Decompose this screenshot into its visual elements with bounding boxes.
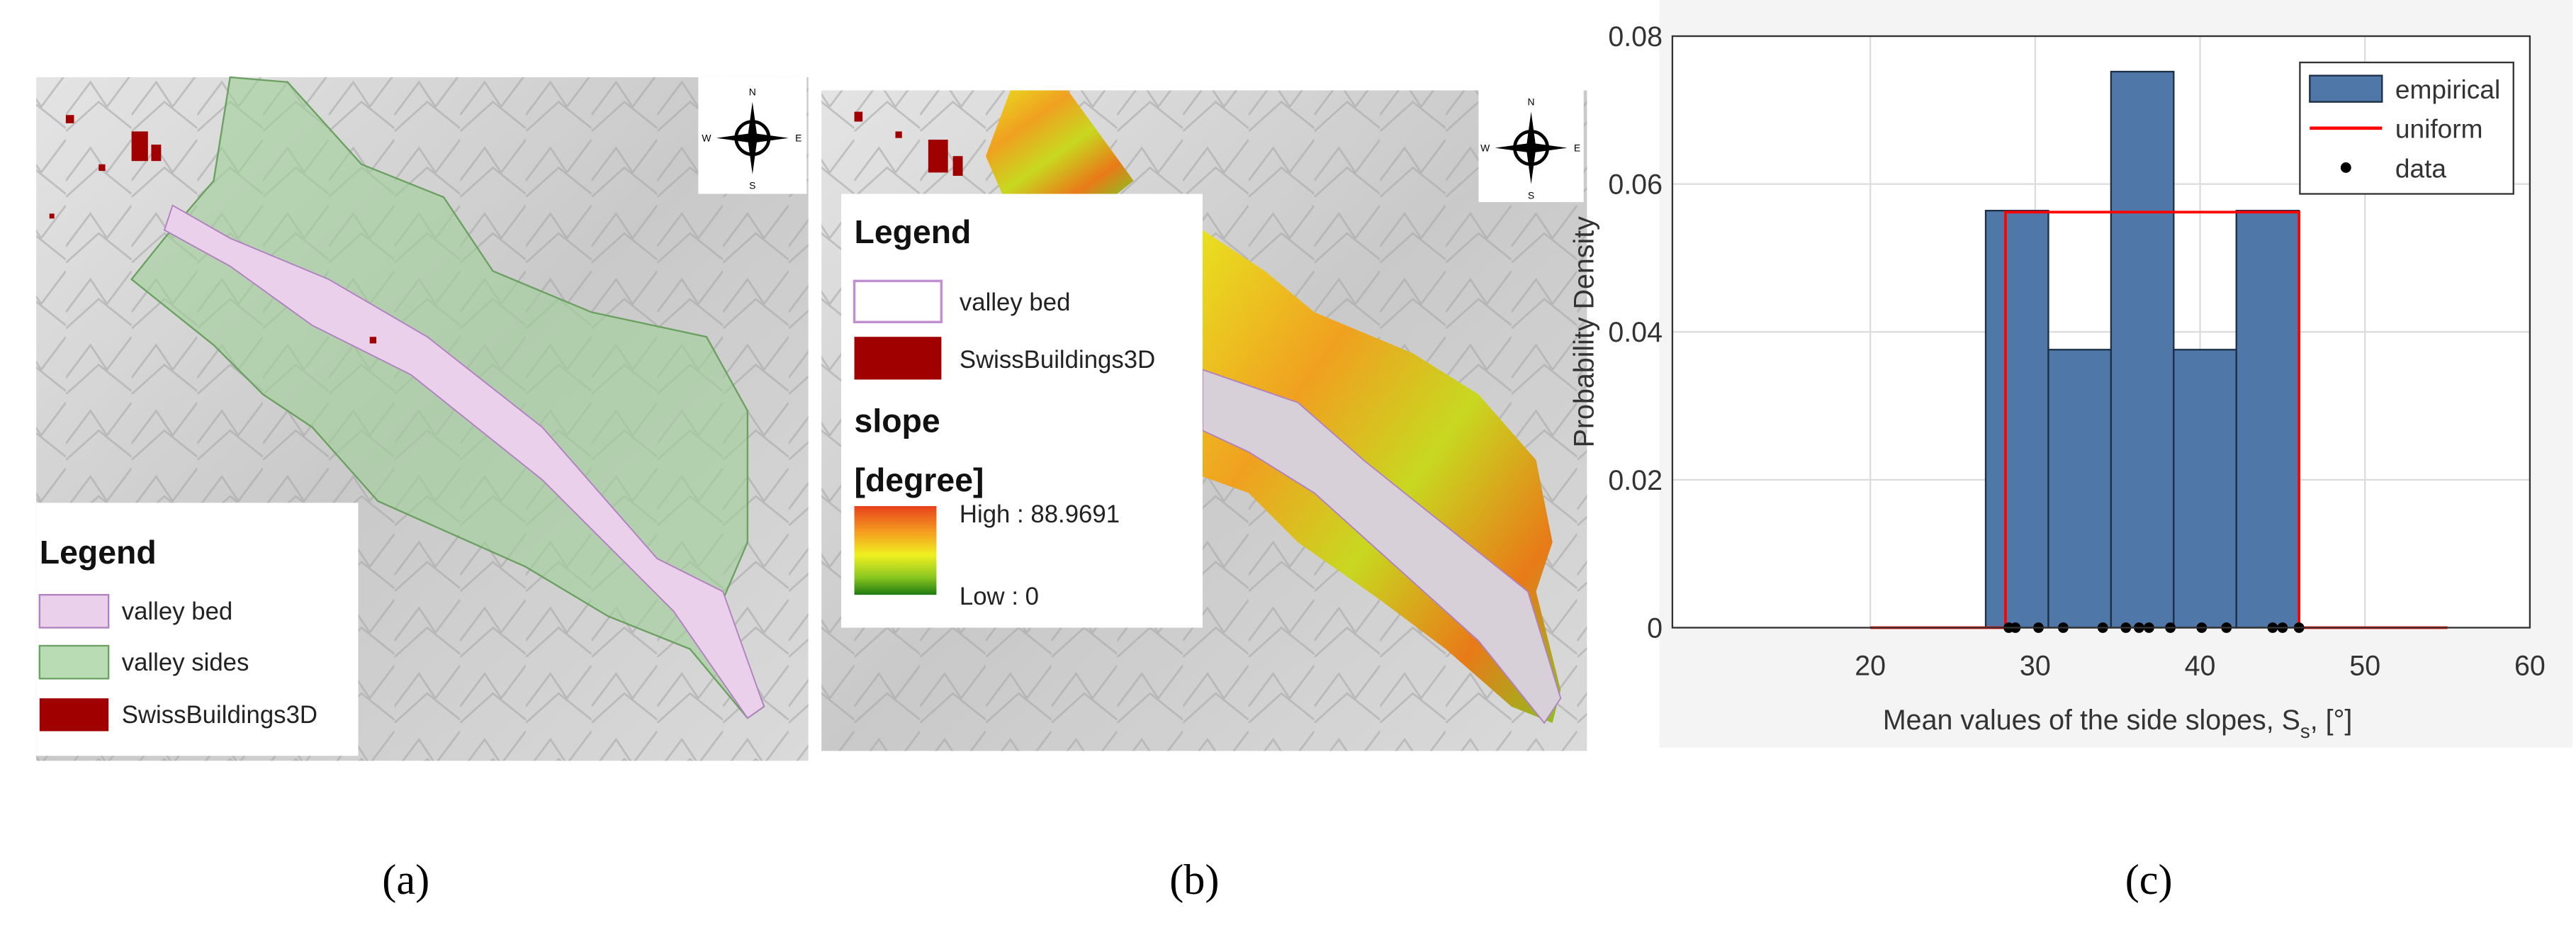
map-b: N S E W Legend valley bed SwissBuildings… (821, 90, 1587, 751)
x-tick-label: 40 (2185, 651, 2216, 682)
legend-swatch (38, 593, 110, 629)
compass-s: S (1528, 189, 1534, 201)
axes-frame (1671, 35, 2531, 629)
legend-label: uniform (2395, 114, 2483, 144)
legend-swatch (854, 337, 942, 380)
legend-swatch (853, 279, 943, 324)
bar (2110, 70, 2175, 629)
legend-label: SwissBuildings3D (960, 347, 1155, 374)
caption: (c) (2125, 856, 2173, 904)
valley-bed (1202, 369, 1562, 724)
y-tick-label: 0.02 (1608, 465, 1663, 496)
x-tick-label: 60 (2514, 651, 2546, 682)
compass-needle (716, 101, 789, 174)
ramp-high: High : 88.9691 (960, 501, 1120, 528)
legend-label: valley bed (960, 289, 1071, 316)
buildings (854, 111, 963, 177)
valley-bed (163, 204, 765, 719)
compass-e: E (1574, 142, 1580, 153)
y-tick-label: 0.06 (1608, 169, 1663, 201)
ramp-low: Low : 0 (960, 583, 1039, 610)
legend-label: valley sides (122, 649, 249, 676)
legend-title: Legend (40, 534, 157, 571)
chart: 0 0.02 0.04 0.06 0.08 20 30 40 50 60 Probability D… (1569, 21, 2546, 742)
x-tick-label: 30 (2020, 651, 2051, 682)
bar (2173, 349, 2237, 629)
slope-unit: [degree] (855, 461, 984, 498)
x-tick-label: 20 (1855, 651, 1886, 682)
legend-label: valley bed (122, 598, 233, 625)
y-axis-label: Probability Density (1569, 216, 1600, 448)
x-axis-label-part: s (2300, 720, 2310, 742)
compass-n: N (749, 86, 756, 97)
bar (2047, 349, 2113, 629)
legend-swatch (2340, 162, 2351, 173)
compass-w: W (1480, 142, 1490, 153)
slope-raster (985, 90, 1134, 194)
compass-e: E (795, 132, 802, 143)
x-axis-label-part: Mean values of the side slopes, S (1883, 705, 2300, 736)
color-ramp (854, 505, 937, 595)
y-tick-label: 0 (1647, 612, 1663, 644)
map-a: N S E W Legend valley bed valley sides S… (36, 76, 809, 761)
bar (1984, 210, 2049, 629)
caption: (b) (1169, 856, 1219, 904)
buildings (49, 115, 376, 344)
compass-n: N (1528, 96, 1535, 107)
y-tick-label: 0.04 (1608, 317, 1663, 348)
legend-label: data (2395, 153, 2447, 183)
compass-needle (1495, 111, 1568, 184)
legend-title: Legend (855, 213, 972, 250)
x-axis-label-part: , [°] (2310, 705, 2353, 736)
legend-swatch (38, 644, 110, 680)
compass-s: S (749, 180, 755, 191)
compass-w: W (702, 132, 712, 143)
x-tick-label: 50 (2349, 651, 2380, 682)
legend-swatch (39, 698, 109, 732)
slope-title: slope (855, 403, 940, 439)
legend-swatch (2309, 74, 2383, 103)
caption: (a) (382, 856, 429, 904)
bar (2235, 210, 2300, 629)
legend-label: SwissBuildings3D (122, 702, 317, 729)
x-axis-label: Mean values of the side slopes, Ss, [°] (1883, 705, 2352, 742)
y-tick-label: 0.08 (1608, 21, 1663, 52)
legend-label: empirical (2395, 74, 2500, 104)
